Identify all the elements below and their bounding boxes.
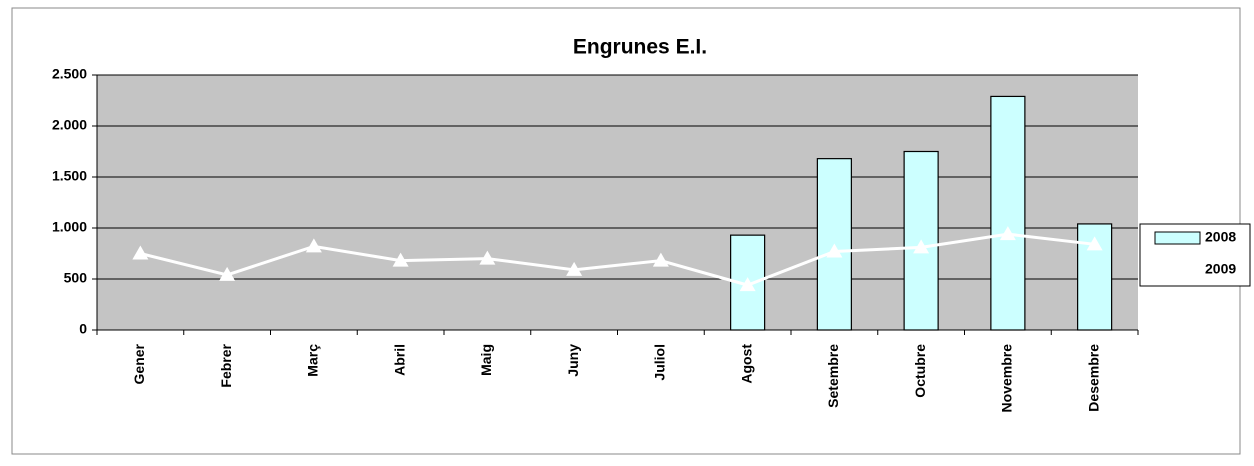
legend-swatch	[1154, 231, 1201, 245]
x-tick-label: Maig	[478, 344, 494, 376]
y-tick-label: 2.000	[52, 117, 87, 133]
marker	[132, 245, 149, 260]
legend-label: 2008	[1205, 229, 1236, 245]
marker	[566, 261, 583, 276]
x-tick-label: Gener	[131, 343, 147, 384]
y-tick-label: 1.500	[52, 168, 87, 184]
x-tick-label: Octubre	[912, 344, 928, 398]
marker	[305, 238, 322, 253]
marker	[479, 250, 496, 265]
x-tick-label: Setembre	[825, 344, 841, 408]
marker	[913, 239, 930, 254]
marker	[999, 226, 1016, 241]
y-tick-label: 500	[64, 270, 88, 286]
x-tick-label: Juliol	[652, 344, 668, 381]
marker	[652, 252, 669, 267]
marker	[392, 252, 409, 267]
marker	[1086, 236, 1103, 251]
legend-label: 2009	[1205, 261, 1236, 277]
x-tick-label: Abril	[391, 344, 407, 376]
x-tick-label: Març	[305, 344, 321, 377]
y-tick-label: 1.000	[52, 219, 87, 235]
x-tick-label: Desembre	[1085, 344, 1101, 412]
line	[140, 232, 1095, 287]
chart-title: Engrunes E.I.	[573, 36, 707, 59]
bar	[990, 95, 1026, 331]
x-tick-label: Agost	[738, 344, 754, 384]
y-tick-label: 2.500	[52, 66, 87, 82]
marker	[739, 277, 756, 292]
x-tick-label: Febrer	[218, 343, 234, 387]
plot-area	[97, 75, 1138, 330]
x-tick-label: Juny	[565, 344, 581, 377]
y-tick-label: 0	[79, 321, 87, 337]
marker	[219, 266, 236, 281]
marker	[826, 243, 843, 258]
x-tick-label: Novembre	[999, 344, 1015, 413]
